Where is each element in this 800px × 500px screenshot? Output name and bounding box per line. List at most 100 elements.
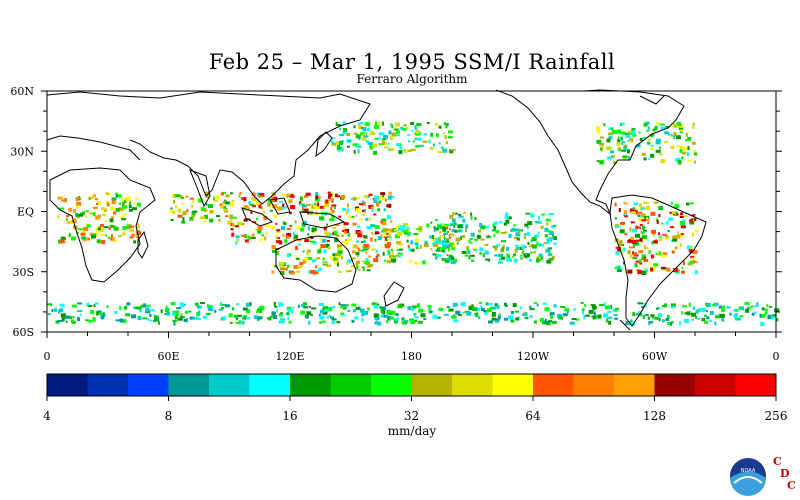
rain-cell — [672, 123, 678, 128]
rain-cell — [114, 225, 117, 228]
rain-cell — [378, 121, 381, 126]
rain-cell — [289, 225, 292, 227]
rain-cell — [259, 305, 265, 310]
rain-cell — [466, 311, 472, 316]
rain-cell — [645, 201, 649, 204]
rain-cell — [687, 146, 690, 150]
rain-cell — [180, 202, 184, 205]
rain-cell — [410, 248, 415, 252]
rain-cell — [407, 244, 410, 248]
rain-cell — [410, 121, 415, 125]
rain-cell — [369, 143, 372, 147]
rain-cell — [519, 229, 524, 232]
rain-cell — [680, 225, 686, 229]
rain-cell — [50, 304, 53, 307]
rain-cell — [225, 194, 230, 198]
rain-cell — [357, 233, 363, 238]
rain-cell — [643, 256, 646, 259]
rain-cell — [569, 321, 575, 325]
rain-cell — [129, 208, 133, 212]
rain-cell — [374, 195, 380, 200]
rain-cell — [639, 237, 643, 242]
rain-cell — [198, 198, 204, 203]
rain-cell — [314, 231, 317, 234]
rain-cell — [478, 229, 482, 233]
rain-cell — [285, 195, 288, 199]
rain-cell — [384, 198, 387, 202]
rain-cell — [501, 256, 506, 260]
rain-cell — [230, 228, 234, 231]
lon-label: 180 — [401, 350, 422, 363]
rain-cell — [342, 121, 346, 126]
rain-cell — [332, 226, 337, 229]
rain-cell — [661, 305, 665, 308]
rain-cell — [661, 222, 664, 225]
rain-cell — [522, 313, 528, 317]
rain-cell — [451, 315, 457, 319]
rain-cell — [495, 230, 500, 234]
rain-cell — [658, 214, 661, 218]
rain-cell — [373, 199, 378, 203]
rain-cell — [371, 232, 374, 236]
rain-cell — [439, 225, 445, 229]
rain-cell — [449, 149, 454, 154]
rain-cell — [465, 224, 469, 229]
rain-cell — [741, 306, 745, 311]
rain-cell — [432, 242, 436, 245]
rain-cell — [343, 222, 349, 226]
rain-cell — [335, 124, 341, 126]
rain-cell — [667, 321, 673, 325]
rain-layer — [47, 121, 780, 326]
rain-cell — [761, 307, 765, 311]
rain-cell — [181, 303, 185, 308]
rain-cell — [671, 250, 675, 254]
rain-cell — [371, 302, 377, 306]
rain-cell — [86, 302, 90, 307]
rain-cell — [318, 195, 321, 199]
rain-cell — [377, 208, 381, 212]
rain-cell — [770, 316, 775, 320]
rain-cell — [314, 205, 320, 210]
rain-cell — [460, 235, 462, 240]
rain-cell — [242, 307, 248, 311]
rain-cell — [632, 251, 634, 255]
rain-cell — [714, 321, 717, 326]
rain-cell — [114, 192, 118, 195]
rain-cell — [479, 247, 484, 252]
rain-cell — [632, 129, 636, 134]
rain-cell — [276, 229, 281, 232]
rain-cell — [661, 253, 664, 258]
rain-cell — [681, 311, 684, 315]
rain-cell — [336, 140, 341, 144]
rain-cell — [491, 313, 496, 317]
rain-cell — [646, 205, 651, 210]
rain-cell — [82, 210, 86, 213]
rain-cell — [656, 219, 659, 224]
rain-cell — [97, 227, 101, 231]
rain-cell — [524, 317, 529, 319]
rain-cell — [257, 318, 260, 321]
rain-cell — [443, 122, 446, 126]
rain-cell — [78, 213, 84, 217]
rain-cell — [373, 258, 379, 263]
rain-cell — [689, 202, 694, 205]
rain-cell — [765, 311, 768, 315]
rain-cell — [424, 240, 428, 244]
rain-cell — [416, 316, 419, 319]
rain-cell — [365, 250, 368, 254]
rain-cell — [267, 202, 272, 207]
rain-cell — [402, 225, 406, 229]
rain-cell — [387, 312, 392, 315]
rain-cell — [315, 265, 318, 269]
rain-cell — [656, 307, 660, 310]
rain-cell — [549, 237, 555, 240]
rain-cell — [474, 238, 479, 241]
rain-cell — [122, 225, 128, 230]
rain-cell — [639, 138, 643, 141]
rain-cell — [682, 219, 686, 222]
rain-cell — [582, 310, 584, 315]
rain-cell — [774, 308, 780, 313]
rain-cell — [177, 208, 182, 213]
rain-cell — [511, 255, 514, 258]
rain-cell — [118, 235, 122, 238]
